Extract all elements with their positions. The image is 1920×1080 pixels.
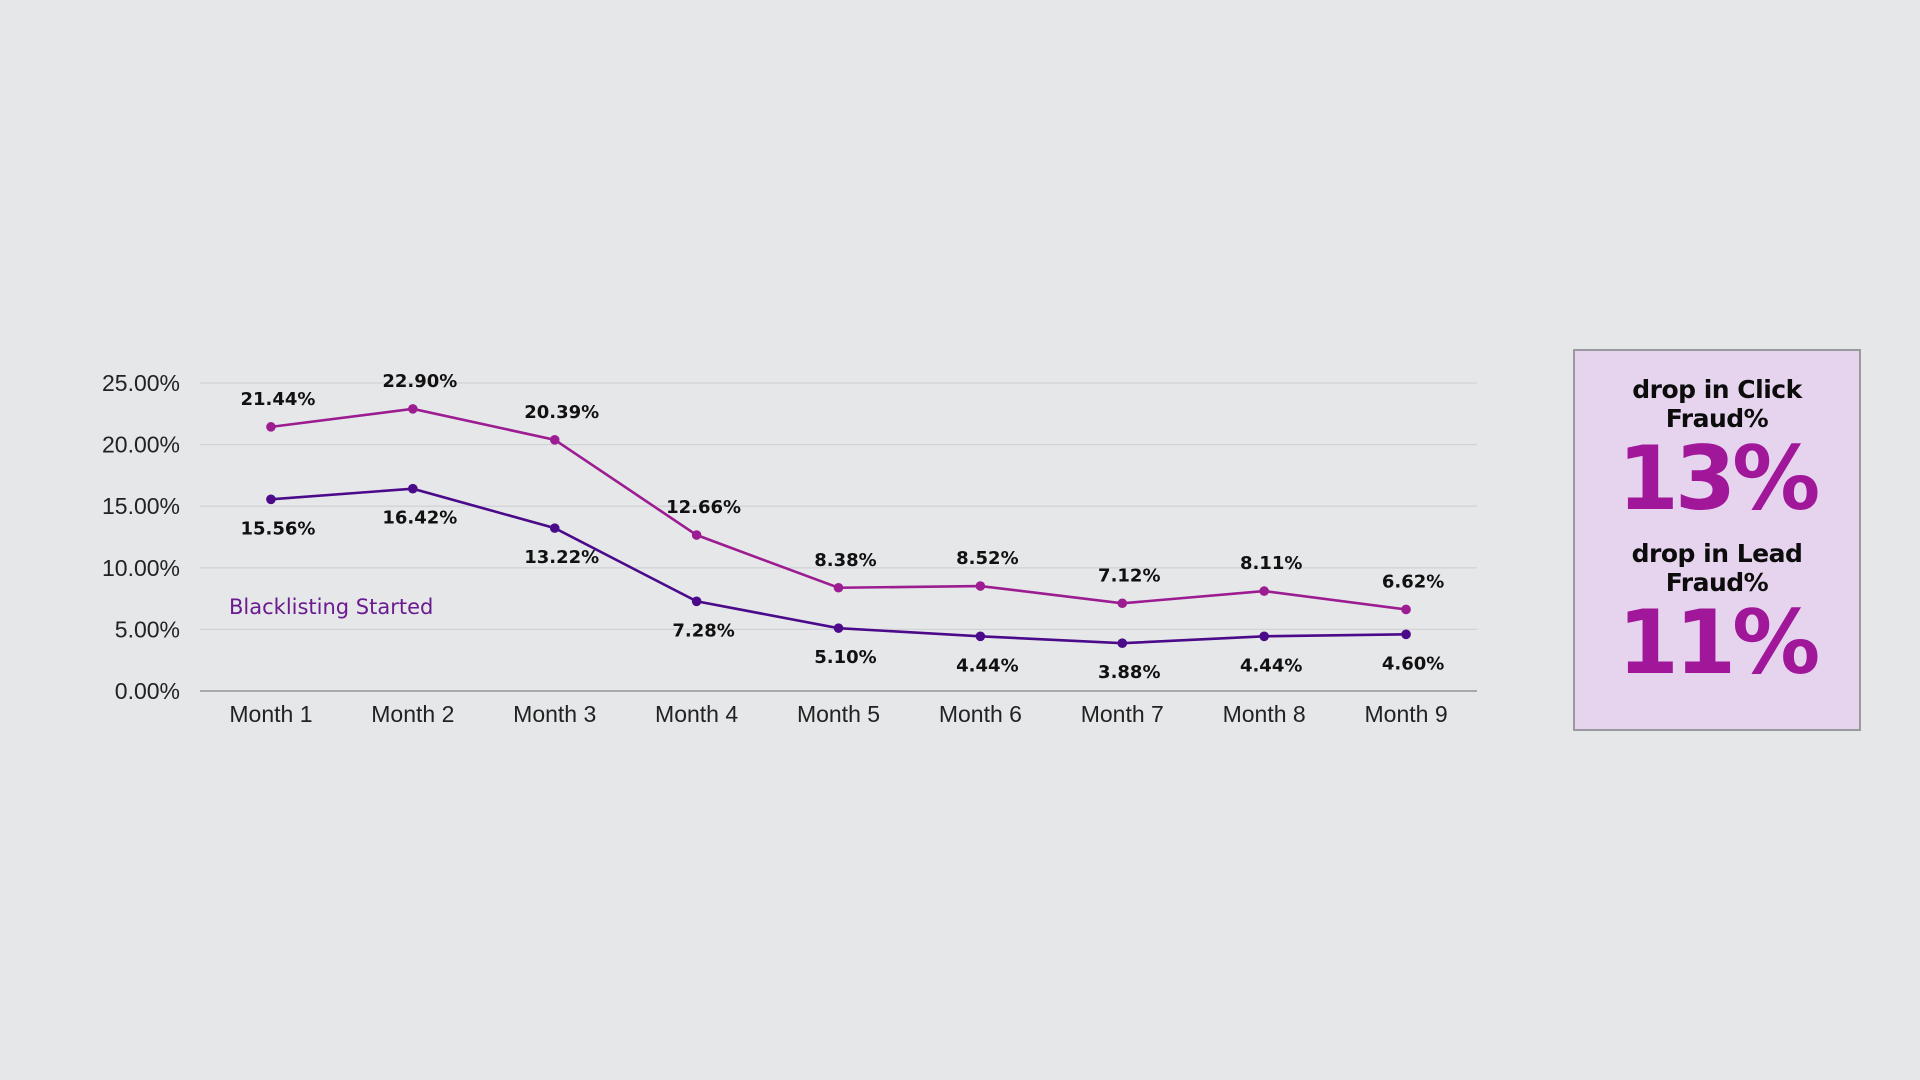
kpi-click-fraud-label: drop in Click Fraud%	[1632, 375, 1802, 433]
data-label: 13.22%	[524, 547, 599, 568]
data-label: 5.10%	[814, 647, 876, 668]
data-label: 6.62%	[1382, 571, 1444, 592]
data-label: 16.42%	[382, 508, 457, 529]
y-tick-label: 10.00%	[102, 555, 180, 581]
x-tick-label: Month 5	[797, 701, 880, 727]
data-point	[1259, 586, 1269, 596]
x-tick-label: Month 7	[1081, 701, 1164, 727]
kpi-lead-fraud-value: 11%	[1617, 591, 1821, 694]
data-label: 20.39%	[524, 402, 599, 423]
data-point	[1117, 598, 1128, 609]
data-label: 7.12%	[1098, 565, 1160, 586]
data-label: 12.66%	[666, 497, 741, 518]
data-point	[549, 434, 560, 445]
x-tick-label: Month 9	[1365, 701, 1448, 727]
y-tick-label: 20.00%	[102, 432, 180, 458]
data-point	[408, 483, 418, 494]
y-tick-label: 25.00%	[102, 370, 180, 396]
data-point	[1117, 638, 1128, 648]
data-point	[975, 631, 986, 642]
data-point	[1401, 604, 1411, 615]
data-point	[691, 530, 702, 540]
data-point	[1401, 629, 1411, 640]
data-point	[408, 404, 418, 414]
data-label: 8.38%	[814, 550, 876, 571]
x-tick-label: Month 1	[229, 701, 312, 727]
data-label: 8.52%	[956, 548, 1018, 569]
data-label: 7.28%	[672, 620, 734, 641]
data-label: 21.44%	[240, 389, 315, 410]
data-point	[549, 523, 560, 533]
kpi-lead-fraud-label: drop in Lead Fraud%	[1631, 539, 1803, 597]
annotation-blacklisting-started: Blacklisting Started	[229, 595, 433, 619]
data-point	[833, 582, 844, 593]
data-point	[833, 623, 844, 633]
kpi-panel: drop in Click Fraud% 13% drop in Lead Fr…	[1573, 349, 1861, 731]
data-label: 4.60%	[1382, 653, 1444, 674]
x-tick-label: Month 3	[513, 701, 596, 727]
data-label: 22.90%	[382, 371, 457, 392]
y-tick-label: 5.00%	[115, 616, 180, 642]
x-tick-label: Month 8	[1223, 701, 1306, 727]
data-point	[691, 596, 702, 607]
x-tick-label: Month 6	[939, 701, 1022, 727]
data-label: 4.44%	[1240, 655, 1302, 676]
data-point	[1259, 631, 1269, 642]
y-tick-label: 0.00%	[115, 678, 180, 704]
data-label: 3.88%	[1098, 662, 1160, 683]
y-tick-label: 15.00%	[102, 493, 180, 519]
kpi-click-fraud-value: 13%	[1617, 427, 1821, 530]
data-point	[975, 581, 986, 591]
x-tick-label: Month 4	[655, 701, 738, 727]
data-point	[266, 422, 276, 432]
x-tick-label: Month 2	[371, 701, 454, 727]
data-point	[266, 494, 276, 505]
data-label: 15.56%	[240, 518, 315, 539]
data-label: 8.11%	[1240, 553, 1302, 574]
data-label: 4.44%	[956, 655, 1018, 676]
